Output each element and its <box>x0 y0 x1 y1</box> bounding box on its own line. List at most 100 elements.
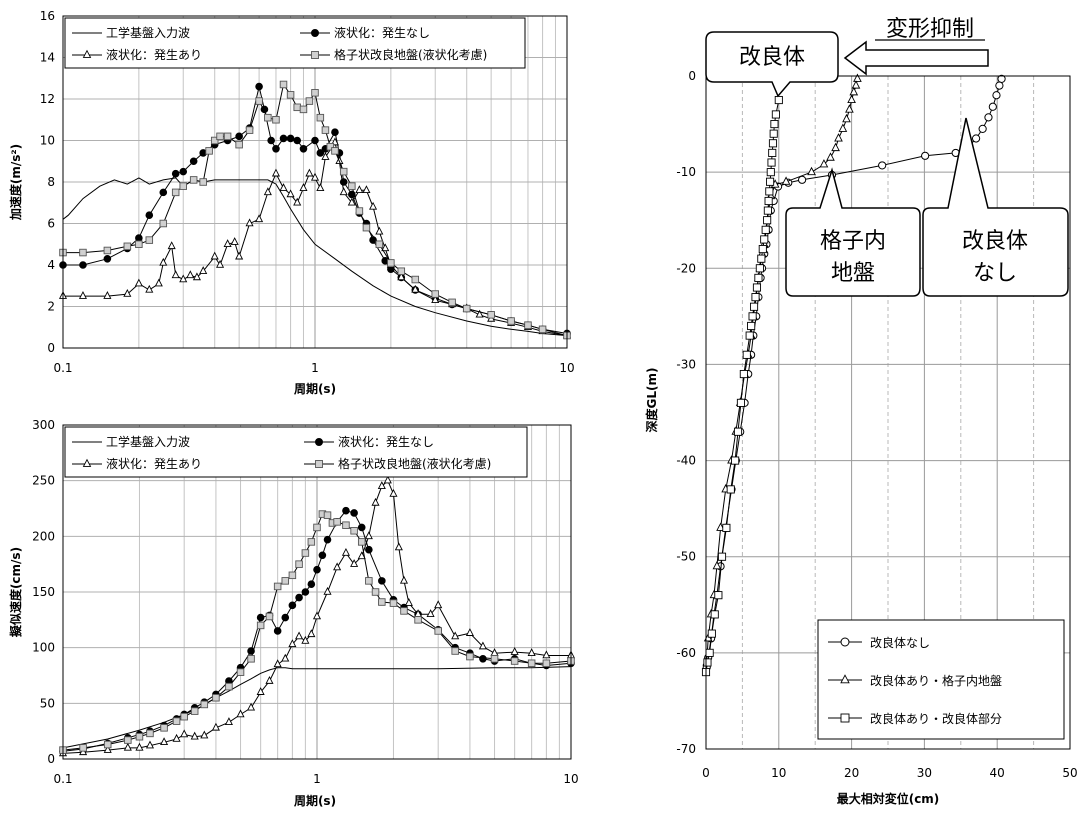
liquefaction-point <box>431 295 440 304</box>
grid-improved-point <box>387 259 395 267</box>
grid-improved-point <box>171 188 180 197</box>
y-tick-label: -40 <box>676 454 696 468</box>
x-tick-label: 50 <box>1062 766 1077 780</box>
grid-improved-point <box>323 511 332 519</box>
liquefaction-point <box>235 251 244 260</box>
y-tick-label: -20 <box>676 261 696 275</box>
displacement-x-axis-label: 最大相対変位(cm) <box>837 791 940 806</box>
improved-grid-ground-point <box>851 80 861 89</box>
liquefaction-point <box>371 497 380 506</box>
liquefaction-point <box>542 650 551 659</box>
liquefaction-point <box>323 586 332 595</box>
y-tick-label: 0 <box>688 69 696 83</box>
liquefaction-point <box>451 631 460 640</box>
grid-improved-point <box>172 717 181 725</box>
no-improvement-point <box>995 81 1004 90</box>
liquefaction-point <box>255 214 264 223</box>
no-liquefaction-point <box>378 577 386 585</box>
callout-no-improvement-line2: なし <box>973 261 1017 286</box>
no-improvement-point <box>921 151 930 160</box>
grid-improved-point <box>448 298 456 307</box>
grid-improved-point <box>79 248 87 257</box>
grid-improved-point <box>313 523 321 532</box>
liquefaction-point <box>211 722 220 731</box>
liquefaction-point <box>357 551 366 560</box>
grid-improved-point <box>305 97 314 105</box>
callout-no-improvement: 改良体 なし <box>922 117 1069 297</box>
x-tick-label: 1 <box>311 361 319 375</box>
x-tick-label: 10 <box>563 772 578 786</box>
improved-body-part-point <box>745 331 754 340</box>
acceleration-chart: 0 2 4 6 8 10 12 14 16 0.1 1 10 周期(s) 加速度(m/s²) 工学基盤… <box>8 9 575 396</box>
liquefaction-point <box>305 168 314 177</box>
liquefaction-point <box>186 270 195 279</box>
y-tick-label: 2 <box>47 300 55 314</box>
deformation-suppression-label: 変形抑制 <box>886 17 974 42</box>
y-tick-label: 250 <box>32 474 55 488</box>
grid-improved-point <box>311 89 319 97</box>
liquefaction-point <box>135 742 144 751</box>
improved-grid-ground-point <box>847 94 856 104</box>
liquefaction-point <box>145 740 155 749</box>
grid-improved-point <box>527 659 536 668</box>
no-liquefaction-point <box>479 655 487 663</box>
liquefaction-point <box>364 531 373 540</box>
improved-body-part-point <box>766 168 775 177</box>
no-liquefaction-point <box>342 506 350 515</box>
improved-body-part-point <box>733 427 743 436</box>
improved-body-part-point <box>763 206 772 215</box>
improved-body-part-legend-marker <box>840 713 850 723</box>
y-tick-label: 16 <box>40 9 55 23</box>
pseudo-velocity-tick-labels: 0 50 100 150 200 250 300 0.1 1 10 <box>32 418 579 786</box>
grid-improved-point <box>286 91 295 99</box>
no-liquefaction-point <box>171 169 180 178</box>
improved-body-part-point <box>736 398 745 407</box>
grid-improved-point <box>451 647 459 655</box>
y-tick-label: 12 <box>40 92 55 106</box>
improved-grid-ground-point <box>831 142 840 152</box>
grid-improved-point <box>123 242 132 251</box>
grid-improved-point <box>400 607 408 615</box>
liquefaction-point <box>527 648 536 656</box>
grid-improved-point <box>490 655 499 663</box>
liquefaction-legend-label: 液状化：発生あり <box>106 456 202 471</box>
improved-body-part-point <box>739 369 748 379</box>
callout-box <box>705 31 839 98</box>
y-tick-label: -10 <box>676 165 696 179</box>
no-liquefaction-point <box>369 236 377 244</box>
improved-body-part-point <box>757 254 766 263</box>
no-liquefaction-point <box>281 613 290 622</box>
grid-improved-point <box>434 627 442 635</box>
improved-body-part-point <box>747 321 756 331</box>
grid-improved-point <box>307 538 316 546</box>
no-liquefaction-point <box>235 132 243 141</box>
no-liquefaction-point <box>103 254 112 263</box>
liquefaction-point <box>375 226 384 235</box>
liquefaction-legend-marker <box>82 49 92 58</box>
improved-body-part-point <box>770 120 779 129</box>
no-liquefaction-point <box>307 580 316 589</box>
callout-grid-ground: 格子内 地盤 <box>785 167 921 297</box>
improved-body-part-point <box>726 485 735 494</box>
improved-body-part-point <box>769 129 778 138</box>
liquefaction-point <box>172 733 181 742</box>
improved-grid-ground-point <box>826 152 835 161</box>
no-liquefaction-point <box>316 149 325 157</box>
acceleration-plot-frame <box>62 15 568 349</box>
grid-improved-point <box>510 657 519 665</box>
no-liquefaction-point <box>323 535 332 544</box>
improved-body-part-line <box>705 99 780 673</box>
displacement-series <box>701 73 1006 677</box>
no-liquefaction-legend-marker <box>315 438 323 446</box>
no-liquefaction-point <box>357 523 366 532</box>
grid-improved-point <box>342 521 350 529</box>
grid-improved-point <box>414 616 422 624</box>
grid-improved-point <box>466 652 474 661</box>
liquefaction-point <box>295 631 304 640</box>
grid-improved-point <box>378 598 386 606</box>
